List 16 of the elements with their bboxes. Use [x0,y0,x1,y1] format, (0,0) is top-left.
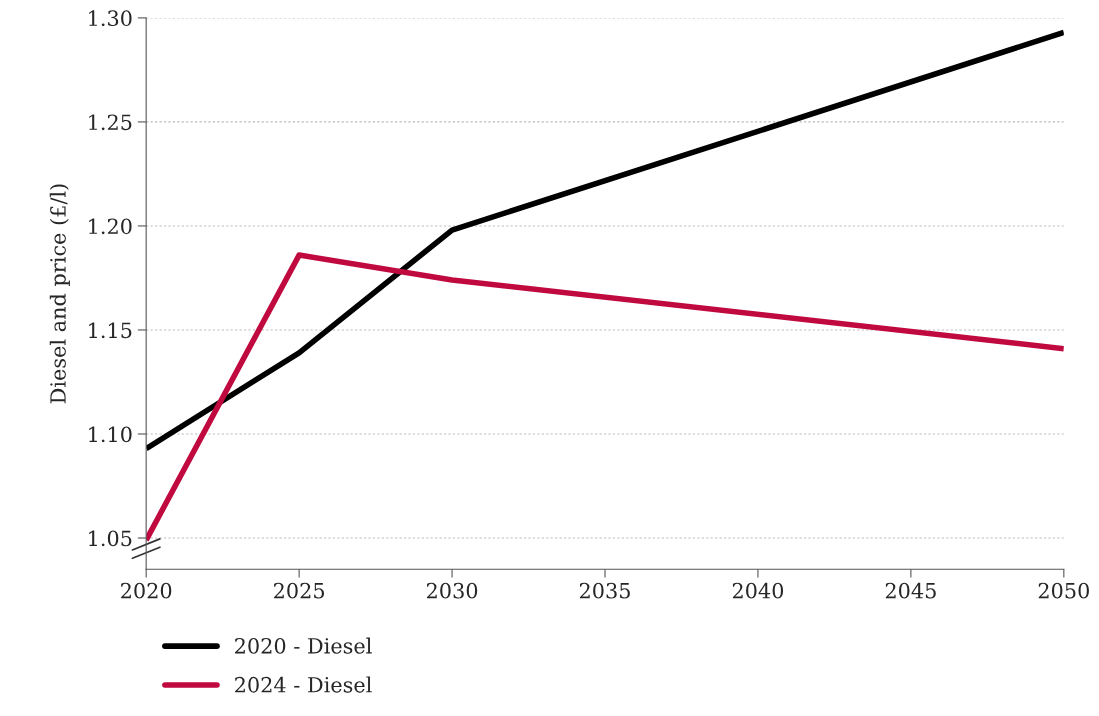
y-tick-label: 1.15 [89,322,132,339]
y-tick-label: 1.20 [89,218,132,235]
y-tick-label: 1.25 [89,114,132,131]
x-tick-label: 2025 [274,582,325,599]
y-tick-label: 1.30 [89,10,132,27]
x-tick-label: 2045 [885,582,936,599]
legend-label: 2024 - Diesel [235,676,372,693]
x-tick-label: 2020 [121,582,172,599]
x-tick-label: 2030 [426,582,478,599]
y-axis-title: Diesel and price (£/l) [49,184,70,404]
x-tick-label: 2040 [732,582,784,599]
y-tick-label: 1.10 [89,426,132,443]
y-tick-label: 1.05 [89,530,132,547]
x-tick-label: 2035 [579,582,630,599]
legend-label: 2020 - Diesel [235,637,372,654]
x-tick-label: 2050 [1038,582,1089,599]
